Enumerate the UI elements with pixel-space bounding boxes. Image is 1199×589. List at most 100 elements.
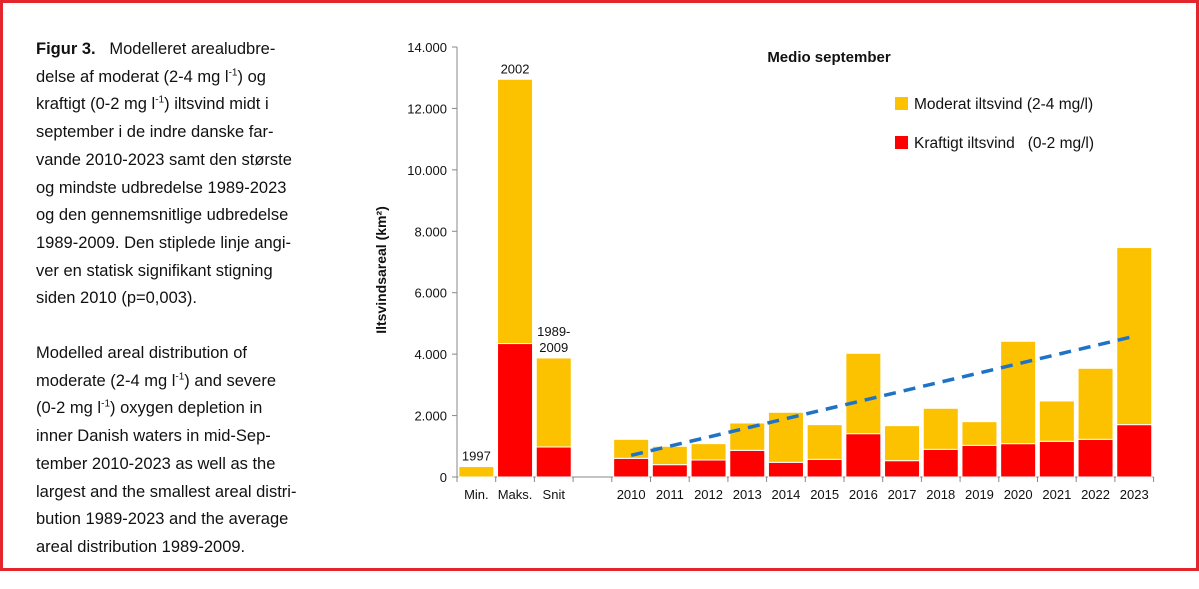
bar-severe — [1077, 438, 1114, 478]
caption-text: og mindste udbredelse 1989-2023 — [36, 178, 287, 197]
x-tick-label: 2018 — [926, 487, 955, 502]
bar-severe — [961, 444, 998, 478]
bar-severe — [690, 459, 727, 478]
x-tick-label: 2023 — [1120, 487, 1149, 502]
y-tick-label: 4.000 — [414, 347, 447, 362]
bar-annotation: 1989- — [537, 324, 570, 339]
caption-line: september i de indre danske far- — [36, 119, 336, 147]
x-tick-label: Maks. — [498, 487, 533, 502]
bar-moderate — [961, 421, 998, 446]
caption-text: 1989-2009. Den stiplede linje angi- — [36, 233, 292, 252]
legend-swatch — [895, 136, 908, 149]
stacked-bar-chart: 0 2.000 4.000 6.000 8.000 10.000 12.000 14.000 M… — [373, 40, 1155, 502]
x-tick-label: 2012 — [694, 487, 723, 502]
caption-line: Modelled areal distribution of — [36, 340, 336, 368]
trend-line — [630, 334, 1135, 458]
caption-text: Modelleret arealudbre- — [95, 40, 276, 58]
legend-swatch — [895, 97, 908, 110]
x-tick-label: 2013 — [733, 487, 762, 502]
caption-text: areal distribution 1989-2009. — [36, 537, 246, 556]
figure-caption: Figur 3. Modelleret arealudbre-delse af … — [36, 36, 336, 589]
bar-moderate — [1077, 367, 1114, 440]
bar-moderate — [651, 445, 688, 466]
caption-text: ) og — [237, 67, 266, 86]
caption-text: ) oxygen depletion in — [110, 399, 263, 418]
bar-moderate — [1000, 340, 1037, 445]
y-tick-label: 14.000 — [407, 40, 447, 55]
caption-text: moderate (2-4 mg l — [36, 371, 176, 390]
y-tick-label: 12.000 — [407, 101, 447, 116]
bar-annotation: 1997 — [462, 449, 491, 464]
superscript: -1 — [155, 94, 165, 106]
x-tick-label: 2020 — [1004, 487, 1033, 502]
x-tick-label: 2016 — [849, 487, 878, 502]
y-tick-label: 8.000 — [414, 224, 447, 239]
bar-severe — [884, 460, 921, 478]
x-tick-label: 2011 — [656, 487, 684, 502]
bar-severe — [1000, 443, 1037, 478]
caption-line: Figur 3. Modelleret arealudbre- — [36, 36, 336, 64]
bar-severe — [845, 433, 882, 478]
caption-line: (0-2 mg l-1) oxygen depletion in — [36, 395, 336, 423]
bar-moderate — [690, 443, 727, 461]
caption-text: og den gennemsnitlige udbredelse — [36, 206, 289, 225]
caption-line: vande 2010-2023 samt den største — [36, 147, 336, 175]
bar-moderate — [922, 407, 959, 450]
bar-moderate — [497, 78, 534, 345]
caption-line: bution 1989-2023 and the average — [36, 506, 336, 534]
bar-severe — [613, 457, 650, 478]
caption-text: kraftigt (0-2 mg l — [36, 95, 156, 114]
bar-severe — [922, 448, 959, 478]
bar-severe — [1038, 440, 1075, 478]
y-tick-label: 0 — [440, 470, 447, 485]
caption-text: bution 1989-2023 and the average — [36, 510, 289, 529]
y-tick-label: 10.000 — [407, 163, 447, 178]
caption-line: ver en statisk signifikant stigning — [36, 258, 336, 286]
y-axis-label: Iltsvindsareal (km²) — [373, 206, 389, 334]
caption-text: Modelled areal distribution of — [36, 344, 247, 363]
caption-text: inner Danish waters in mid-Sep- — [36, 427, 271, 446]
caption-text: (0-2 mg l — [36, 399, 102, 418]
legend-label: Moderat iltsvind (2-4 mg/l) — [914, 96, 1093, 113]
caption-danish: Figur 3. Modelleret arealudbre-delse af … — [36, 36, 336, 313]
caption-line: areal distribution 1989-2009. — [36, 534, 336, 562]
caption-text: siden 2010 (p=0,003). — [36, 289, 197, 308]
chart-title: Medio september — [767, 49, 891, 66]
y-tick-label: 2.000 — [414, 409, 447, 424]
figure-frame — [0, 0, 1199, 571]
figure-label: Figur 3. — [36, 40, 96, 58]
caption-line: moderate (2-4 mg l-1) and severe — [36, 368, 336, 396]
legend-label: Kraftigt iltsvind (0-2 mg/l) — [914, 135, 1094, 152]
bar-moderate — [535, 357, 572, 448]
bar-moderate — [729, 422, 766, 451]
caption-line: kraftigt (0-2 mg l-1) iltsvind midt i — [36, 91, 336, 119]
superscript: -1 — [175, 371, 185, 383]
caption-line: 1989-2009. Den stiplede linje angi- — [36, 230, 336, 258]
x-tick-label: 2015 — [810, 487, 839, 502]
x-tick-label: 2017 — [888, 487, 917, 502]
y-tick-label: 6.000 — [414, 286, 447, 301]
bar-moderate — [613, 438, 650, 459]
bar-severe — [806, 458, 843, 478]
bar-severe — [651, 464, 688, 478]
bar-annotation: 2009 — [539, 340, 568, 355]
bar-severe — [767, 461, 804, 478]
x-tick-label: 2010 — [617, 487, 646, 502]
caption-text: ) and severe — [184, 371, 277, 390]
x-tick-label: Min. — [464, 487, 489, 502]
caption-line: inner Danish waters in mid-Sep- — [36, 423, 336, 451]
superscript: -1 — [101, 398, 111, 410]
caption-text: september i de indre danske far- — [36, 123, 274, 142]
caption-text: delse af moderat (2-4 mg l — [36, 67, 229, 86]
x-tick-label: 2014 — [771, 487, 800, 502]
bar-moderate — [458, 466, 495, 478]
caption-line: og den gennemsnitlige udbredelse — [36, 202, 336, 230]
bar-moderate — [1038, 400, 1075, 442]
caption-text: ver en statisk signifikant stigning — [36, 261, 273, 280]
caption-text: vande 2010-2023 samt den største — [36, 150, 292, 169]
caption-line: og mindste udbredelse 1989-2023 — [36, 175, 336, 203]
bar-severe — [535, 446, 572, 478]
x-tick-label: 2021 — [1042, 487, 1071, 502]
caption-text: ) iltsvind midt i — [164, 95, 269, 114]
x-tick-label: 2022 — [1081, 487, 1110, 502]
